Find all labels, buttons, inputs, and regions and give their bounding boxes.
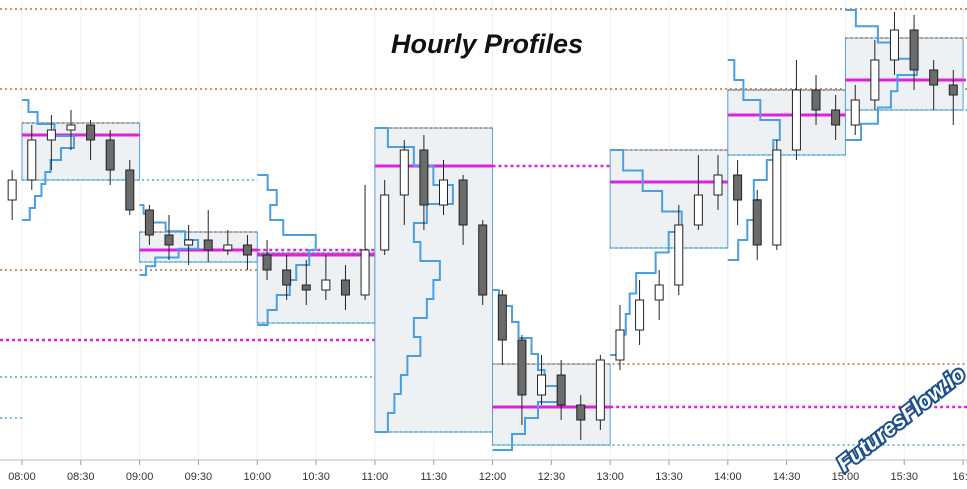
candle-body xyxy=(811,89,821,111)
candle-body xyxy=(497,294,507,341)
candle-body xyxy=(223,244,233,251)
candle-body xyxy=(105,139,115,171)
x-tick-label: 09:00 xyxy=(126,471,154,483)
watermark: FuturesFlow.io xyxy=(832,361,967,477)
volume-profile xyxy=(374,127,454,433)
x-tick-label: 11:30 xyxy=(420,471,447,483)
candle-body xyxy=(321,279,331,291)
candle-body xyxy=(478,224,488,296)
volume-profile xyxy=(21,99,75,221)
candle-body xyxy=(693,194,703,226)
x-tick-label: 08:00 xyxy=(8,471,36,483)
candle-body xyxy=(654,284,664,301)
candle-body xyxy=(713,174,723,196)
candle-body xyxy=(752,199,762,246)
candle-body xyxy=(556,374,566,406)
x-tick-label: 16:0 xyxy=(952,471,967,483)
x-tick-label: 10:00 xyxy=(243,471,271,483)
volume-profile xyxy=(727,59,781,261)
candle-body xyxy=(889,29,899,61)
candle-body xyxy=(301,284,311,291)
candle-body xyxy=(262,254,272,271)
candle-body xyxy=(7,179,17,201)
x-tick-label: 13:00 xyxy=(596,471,624,483)
candle-body xyxy=(419,149,429,206)
candle-body xyxy=(144,209,154,236)
candle-body xyxy=(125,169,135,211)
x-tick-label: 14:00 xyxy=(714,471,742,483)
volume-profile xyxy=(845,9,918,141)
candle-body xyxy=(242,244,252,256)
candle-body xyxy=(86,124,96,141)
volume-profile xyxy=(610,149,683,356)
volume-profile xyxy=(257,174,317,326)
candle-body xyxy=(733,174,743,201)
candle-body xyxy=(576,404,586,421)
candle-body xyxy=(46,129,56,141)
x-tick-label: 14:30 xyxy=(773,471,801,483)
chart-title: Hourly Profiles xyxy=(391,29,583,59)
x-tick-label: 11:00 xyxy=(362,471,389,483)
candle-body xyxy=(791,89,801,151)
value-area-box xyxy=(492,363,611,446)
candle-body xyxy=(164,234,174,246)
candle-body xyxy=(458,179,468,226)
value-area-box xyxy=(256,252,376,324)
candle-body xyxy=(517,339,527,396)
x-tick-label: 10:30 xyxy=(302,471,330,483)
candle-body xyxy=(772,149,782,246)
candle-body xyxy=(850,99,860,126)
candle-body xyxy=(537,374,547,396)
x-tick-label: 13:30 xyxy=(655,471,683,483)
candle-body xyxy=(615,329,625,361)
candle-body xyxy=(909,29,919,71)
value-area-box xyxy=(21,122,141,181)
x-tick-label: 15:30 xyxy=(890,471,918,483)
candle-body xyxy=(831,109,841,126)
candle-body xyxy=(399,149,409,196)
x-tick-label: 09:30 xyxy=(185,471,213,483)
candle-body xyxy=(282,269,292,286)
x-tick-label: 15:00 xyxy=(832,471,860,483)
x-tick-label: 08:30 xyxy=(67,471,95,483)
candle-body xyxy=(674,224,684,286)
x-tick-label: 12:00 xyxy=(479,471,507,483)
candle-body xyxy=(929,69,939,86)
x-tick-label: 12:30 xyxy=(538,471,566,483)
candle-body xyxy=(340,279,350,296)
candle-body xyxy=(360,249,370,296)
candle-body xyxy=(184,239,194,246)
candle-body xyxy=(66,124,76,131)
candle-body xyxy=(439,179,449,206)
candle-body xyxy=(635,299,645,331)
candle-body xyxy=(380,194,390,251)
candle-body xyxy=(203,239,213,251)
candle-body xyxy=(27,139,37,181)
candle-body xyxy=(948,84,958,96)
candle-body xyxy=(595,359,605,421)
candle-body xyxy=(870,59,880,101)
